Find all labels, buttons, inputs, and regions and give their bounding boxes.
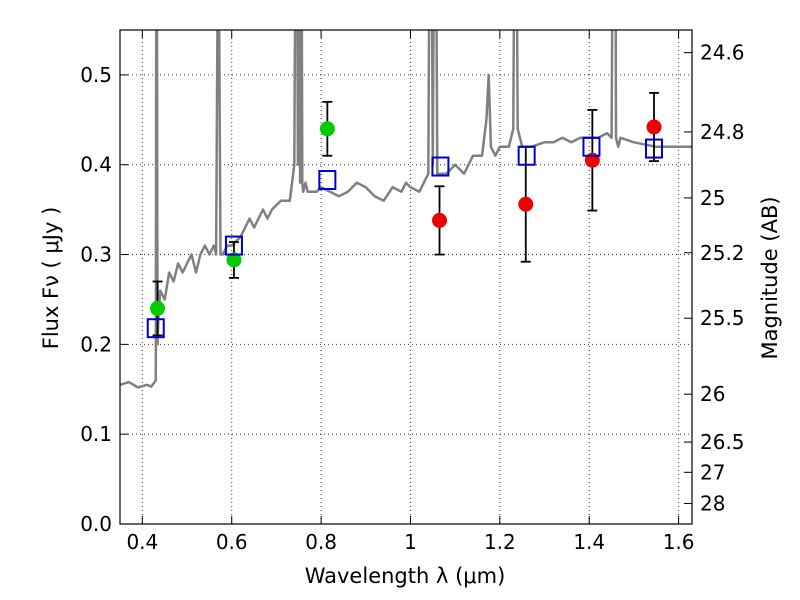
x-tick-label: 1.4 (573, 530, 605, 554)
x-tick-label: 1 (404, 530, 417, 554)
y-tick-label: 0.1 (80, 422, 112, 446)
axes: 0.4 0.6 0.8 1 1.2 1.4 1.6 0.0 0.1 0.2 0.3 0.4 0.5 24.… (80, 29, 745, 554)
model-square (431, 156, 450, 177)
grid-lines (120, 30, 692, 525)
observed-point-green (226, 252, 242, 268)
model-square (224, 235, 243, 256)
y-tick-label: 0.2 (80, 332, 112, 356)
y-tick-label: 0.4 (80, 153, 112, 177)
plot-area (120, 30, 692, 389)
spectrum-line (120, 30, 692, 389)
model-square (517, 145, 536, 166)
model-square (318, 169, 337, 190)
y-axis-label: Flux Fν ( μJy ) (39, 207, 63, 350)
right-tick-label: 25.2 (700, 241, 745, 265)
right-tick-label: 26.5 (700, 430, 745, 454)
x-tick-label: 1.2 (484, 530, 516, 554)
model-square (645, 138, 664, 159)
x-tick-label: 1.6 (663, 530, 695, 554)
right-tick-label: 26 (700, 382, 725, 406)
observed-point-green (150, 300, 166, 316)
x-tick-label: 0.4 (126, 530, 158, 554)
model-square (146, 318, 165, 339)
right-tick-label: 25.5 (700, 306, 745, 330)
right-y-axis-label: Magnitude (AB) (758, 196, 782, 359)
observed-point-red (518, 196, 534, 212)
model-square (582, 136, 601, 157)
right-tick-label: 28 (700, 491, 725, 515)
observed-point-green (319, 121, 335, 137)
right-tick-label: 24.6 (700, 41, 745, 65)
y-tick-label: 0.3 (80, 243, 112, 267)
x-tick-label: 0.6 (216, 530, 248, 554)
observed-point-red (432, 212, 448, 228)
x-axis-label: Wavelength λ (μm) (305, 564, 506, 588)
y-tick-label: 0.5 (80, 63, 112, 87)
right-tick-label: 24.8 (700, 120, 745, 144)
observed-point-red (646, 119, 662, 135)
y-tick-label: 0.0 (80, 512, 112, 536)
right-tick-label: 27 (700, 460, 725, 484)
x-tick-label: 0.8 (305, 530, 337, 554)
plot-frame (119, 29, 693, 525)
right-tick-label: 25 (700, 186, 725, 210)
